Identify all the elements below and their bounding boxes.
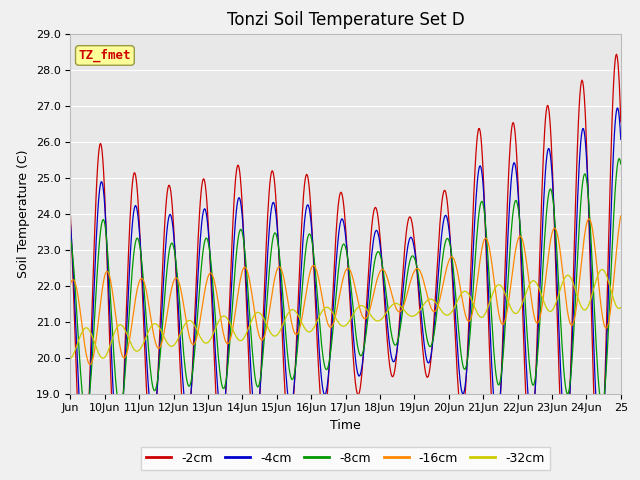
Title: Tonzi Soil Temperature Set D: Tonzi Soil Temperature Set D [227, 11, 465, 29]
-4cm [434, 278, 442, 284]
-32cm [67, 356, 74, 362]
-32cm [232, 334, 240, 339]
Line: -16cm: -16cm [70, 216, 621, 364]
Y-axis label: Soil Temperature (C): Soil Temperature (C) [17, 149, 30, 278]
-16cm [281, 281, 289, 287]
-8cm [434, 300, 442, 306]
-8cm [132, 239, 140, 244]
-32cm [598, 266, 606, 272]
Line: -2cm: -2cm [70, 54, 621, 480]
-8cm [83, 411, 90, 417]
-2cm [260, 310, 268, 316]
-8cm [233, 246, 241, 252]
-4cm [233, 204, 241, 209]
-16cm [260, 334, 268, 340]
-16cm [617, 213, 625, 219]
-2cm [232, 170, 240, 176]
-4cm [132, 203, 140, 208]
-32cm [280, 318, 288, 324]
-32cm [260, 315, 268, 321]
-2cm [433, 265, 441, 271]
-2cm [617, 119, 625, 125]
-2cm [612, 51, 620, 57]
-4cm [613, 105, 621, 111]
-4cm [67, 220, 74, 226]
-8cm [617, 161, 625, 167]
Line: -8cm: -8cm [70, 158, 621, 414]
-16cm [67, 281, 74, 287]
-16cm [132, 295, 140, 300]
-2cm [280, 375, 288, 381]
-4cm [403, 249, 411, 255]
-8cm [67, 236, 74, 241]
-32cm [433, 301, 441, 307]
-2cm [403, 230, 410, 236]
-8cm [616, 156, 623, 161]
-4cm [80, 446, 88, 452]
-32cm [403, 310, 410, 315]
-32cm [617, 304, 625, 310]
-32cm [131, 348, 139, 353]
-16cm [403, 292, 411, 298]
Line: -4cm: -4cm [70, 108, 621, 449]
-8cm [260, 337, 268, 343]
-16cm [233, 299, 241, 304]
-4cm [281, 357, 289, 362]
-16cm [434, 303, 442, 309]
X-axis label: Time: Time [330, 419, 361, 432]
-16cm [86, 361, 93, 367]
Legend: -2cm, -4cm, -8cm, -16cm, -32cm: -2cm, -4cm, -8cm, -16cm, -32cm [141, 447, 550, 469]
Line: -32cm: -32cm [70, 269, 621, 359]
-4cm [260, 316, 268, 322]
-4cm [617, 136, 625, 142]
-2cm [67, 212, 74, 218]
Text: TZ_fmet: TZ_fmet [79, 49, 131, 62]
-8cm [403, 274, 411, 280]
-2cm [131, 170, 139, 176]
-8cm [281, 321, 289, 327]
